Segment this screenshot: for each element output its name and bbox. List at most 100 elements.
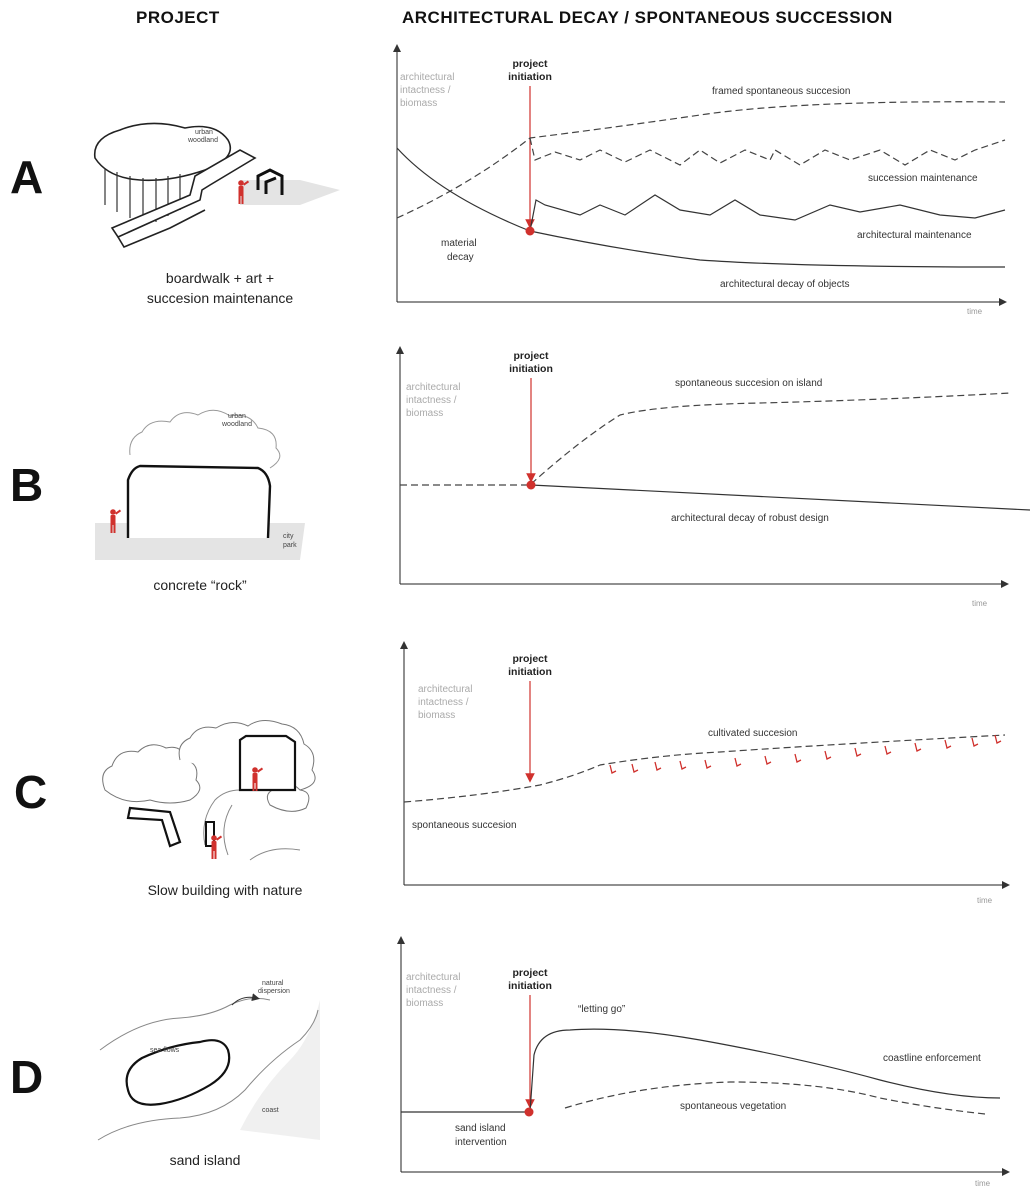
ill-a-label-1: urban bbox=[195, 129, 213, 136]
y-axis-label-line-3: biomass bbox=[400, 98, 437, 109]
y-axis-label-line-3: biomass bbox=[406, 998, 443, 1009]
curve-material-decay bbox=[396, 147, 1006, 268]
y-axis-label-line-2: intactness / bbox=[400, 85, 451, 96]
label-island-succession: spontaneous succesion on island bbox=[675, 378, 822, 389]
y-axis-label-line-1: architectural bbox=[406, 972, 460, 983]
cultivated-succession-marks bbox=[609, 734, 1002, 774]
label-spontaneous-succession: spontaneous succesion bbox=[412, 820, 517, 831]
dispersion-arrow bbox=[231, 993, 260, 1006]
project-initiation-label-1: project bbox=[512, 58, 548, 70]
illustration-b: urban woodland city park bbox=[95, 409, 305, 560]
curve-robust-decay bbox=[530, 484, 1030, 511]
illustration-d: natural dispersion sea flows coast bbox=[97, 980, 320, 1141]
x-axis-label: time bbox=[967, 307, 983, 316]
label-letting-go: “letting go” bbox=[578, 1004, 625, 1015]
y-axis-label-line-1: architectural bbox=[418, 684, 472, 695]
y-axis-label-line-3: biomass bbox=[418, 710, 455, 721]
caption-c: Slow building with nature bbox=[110, 880, 340, 900]
label-intervention-2: intervention bbox=[455, 1137, 507, 1148]
label-intervention-1: sand island bbox=[455, 1123, 506, 1134]
curve-spontaneous-vegetation bbox=[564, 1081, 986, 1115]
ill-d-label-3: sea flows bbox=[150, 1047, 180, 1054]
project-initiation-label-1: project bbox=[512, 653, 548, 665]
label-material-decay-2: decay bbox=[447, 252, 474, 263]
ill-b-label-4: park bbox=[283, 542, 297, 549]
y-axis-label-line-2: intactness / bbox=[406, 395, 457, 406]
y-axis-label-line-1: architectural bbox=[400, 72, 454, 83]
label-cultivated-succession: cultivated succesion bbox=[708, 728, 798, 739]
curve-architectural-maintenance bbox=[529, 194, 1006, 232]
winding-path bbox=[203, 789, 241, 846]
label-spontaneous-vegetation: spontaneous vegetation bbox=[680, 1101, 786, 1112]
boardwalk-ground bbox=[240, 180, 340, 205]
project-initiation-label-1: project bbox=[513, 350, 549, 362]
person-icon bbox=[211, 835, 223, 859]
project-initiation-point bbox=[524, 1107, 534, 1117]
x-axis-label: time bbox=[972, 599, 988, 608]
caption-d-line-1: sand island bbox=[169, 1152, 241, 1168]
project-initiation-label-1: project bbox=[512, 967, 548, 979]
curve-island-succession bbox=[530, 392, 1011, 485]
concrete-rock bbox=[126, 464, 272, 539]
row-letter-c: C bbox=[14, 766, 48, 818]
row-letter-d: D bbox=[10, 1051, 44, 1103]
row-letter-a: A bbox=[10, 151, 44, 203]
coast-land bbox=[240, 1000, 320, 1140]
label-robust-decay: architectural decay of robust design bbox=[671, 513, 829, 524]
boardwalk-inner-edge bbox=[117, 209, 206, 249]
label-coastline-enforcement: coastline enforcement bbox=[883, 1053, 981, 1064]
curve-succession-maintenance bbox=[529, 137, 1006, 166]
ill-d-label-2: dispersion bbox=[258, 988, 290, 995]
winding-path-3 bbox=[249, 848, 301, 861]
project-initiation-label-2: initiation bbox=[509, 363, 553, 375]
caption-b-line-1: concrete “rock” bbox=[153, 577, 247, 593]
curve-framed-succession bbox=[396, 101, 1006, 219]
illustration-a: urban woodland bbox=[93, 122, 340, 249]
coastline-lower bbox=[97, 1009, 319, 1141]
caption-c-line-1: Slow building with nature bbox=[147, 882, 303, 898]
art-object-icon bbox=[256, 168, 284, 195]
caption-a-line-1: boardwalk + art + bbox=[165, 270, 275, 286]
building-block bbox=[238, 734, 297, 792]
caption-a-line-2: succesion maintenance bbox=[146, 290, 294, 306]
ill-b-label-2: woodland bbox=[221, 421, 252, 428]
y-axis-label-line-2: intactness / bbox=[418, 697, 469, 708]
person-icon bbox=[238, 180, 250, 204]
woodland-cloud bbox=[129, 409, 281, 469]
x-axis-label: time bbox=[977, 896, 993, 905]
row-letter-b: B bbox=[10, 459, 44, 511]
label-framed-succession: framed spontaneous succesion bbox=[712, 86, 850, 97]
caption-d: sand island bbox=[110, 1150, 300, 1170]
chart-a: architectural intactness / biomass time … bbox=[393, 44, 1007, 316]
ill-b-label-3: city bbox=[283, 533, 294, 540]
label-material-decay-1: material bbox=[441, 238, 477, 249]
project-initiation-point bbox=[525, 226, 535, 236]
decay-column-header: ARCHITECTURAL DECAY / SPONTANEOUS SUCCES… bbox=[402, 8, 893, 27]
project-initiation-label-2: initiation bbox=[508, 71, 552, 83]
ill-d-label-4: coast bbox=[262, 1107, 279, 1114]
ill-a-label-2: woodland bbox=[187, 137, 218, 144]
coastline-upper bbox=[99, 997, 271, 1051]
chart-d: architectural intactness / biomass time … bbox=[397, 936, 1010, 1188]
woodland-canopy bbox=[93, 122, 232, 182]
illustration-c bbox=[102, 720, 316, 861]
ill-b-label-1: urban bbox=[228, 413, 246, 420]
caption-a: boardwalk + art + succesion maintenance bbox=[100, 268, 340, 308]
label-decay-of-objects: architectural decay of objects bbox=[720, 279, 850, 290]
chart-c: architectural intactness / biomass time … bbox=[400, 641, 1010, 905]
curve-spontaneous-succession bbox=[403, 734, 1006, 803]
chart-b: architectural intactness / biomass time … bbox=[396, 346, 1030, 608]
x-axis-label: time bbox=[975, 1179, 991, 1188]
project-initiation-label-2: initiation bbox=[508, 666, 552, 678]
label-architectural-maintenance: architectural maintenance bbox=[857, 230, 972, 241]
project-initiation-label-2: initiation bbox=[508, 980, 552, 992]
y-axis-label-line-3: biomass bbox=[406, 408, 443, 419]
person-icon bbox=[252, 767, 264, 791]
y-axis-label-line-2: intactness / bbox=[406, 985, 457, 996]
sand-island bbox=[125, 1039, 231, 1106]
caption-b: concrete “rock” bbox=[100, 575, 300, 595]
person-icon bbox=[110, 509, 122, 533]
winding-path-2 bbox=[223, 804, 233, 856]
ill-d-label-1: natural bbox=[262, 980, 284, 987]
curve-coastline-enforcement bbox=[529, 1028, 1001, 1113]
